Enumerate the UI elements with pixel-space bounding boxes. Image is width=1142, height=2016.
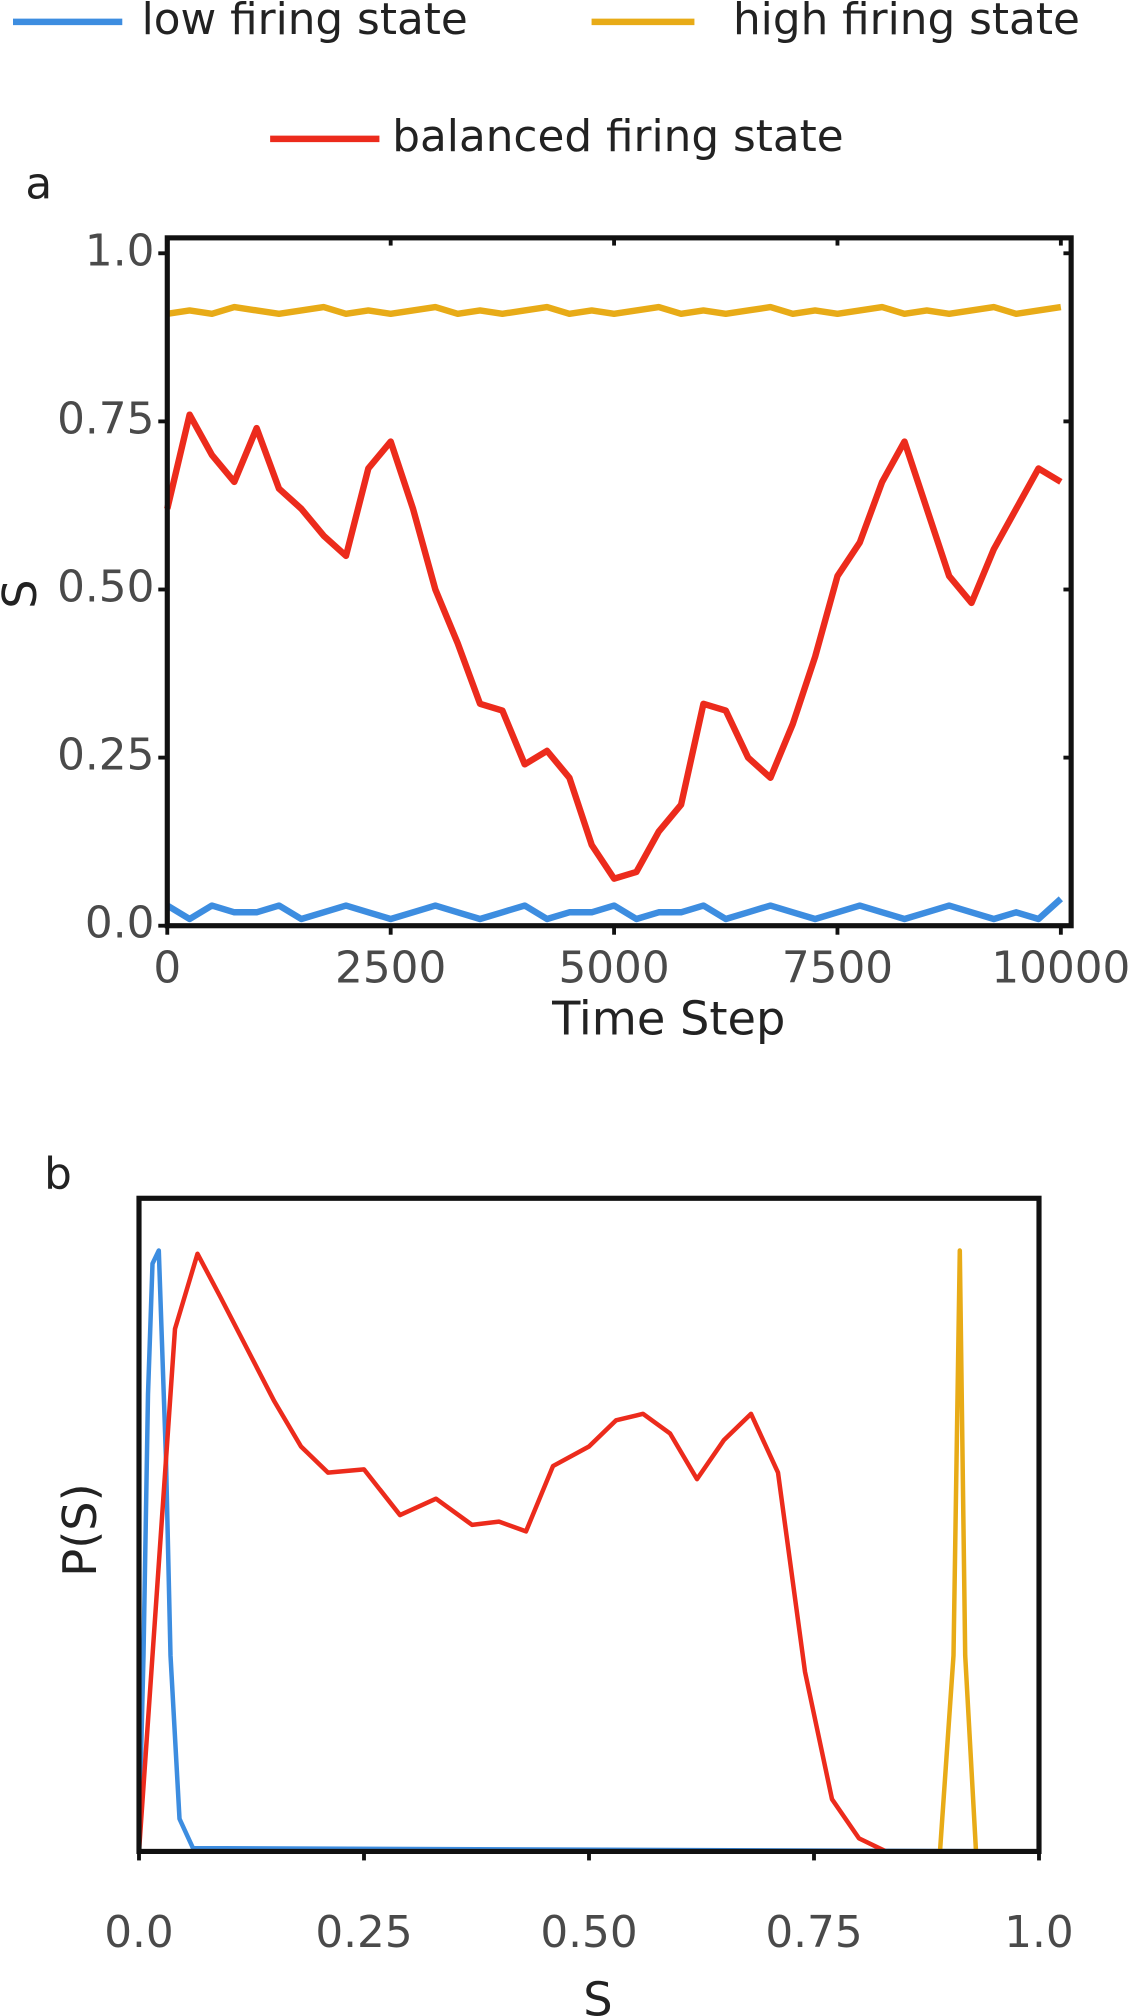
x-tick-label: 0 [153,943,181,994]
y-tick-label: 1.0 [85,225,155,276]
series-line [165,896,1064,923]
x-tick-label: 0.25 [315,1907,412,1958]
series-line [136,1251,1039,1854]
series-line [164,411,1063,882]
x-tick-label: 0.50 [540,1907,637,1958]
x-tick-label: 0.75 [765,1907,862,1958]
legend-label: high firing state [733,0,1080,45]
y-tick-label: 0.50 [57,562,154,613]
series-line [136,1248,1040,1854]
y-axis-label: S [0,579,47,608]
legend-label: balanced firing state [392,111,843,162]
series-line [166,303,1062,318]
x-tick-label: 1.0 [1004,1907,1074,1958]
plot-frame [136,1195,1042,1854]
panel-label: b [44,1148,72,1199]
x-tick-label: 5000 [558,943,669,994]
y-tick-label: 0.75 [57,393,154,444]
series-line [138,1248,1039,1854]
y-axis-label: P(S) [53,1483,107,1576]
plot-frame [164,235,1074,929]
x-tick-label: 2500 [335,943,446,994]
y-tick-label: 0.0 [85,898,155,949]
legend-label: low firing state [142,0,468,45]
x-tick-label: 0.0 [104,1907,174,1958]
x-tick-label: 7500 [782,943,893,994]
x-axis-label: Time Step [551,992,785,1046]
panel-label: a [25,158,52,209]
x-axis-label: S [583,1973,612,2016]
x-tick-label: 10000 [991,943,1130,994]
y-tick-label: 0.25 [57,730,154,781]
